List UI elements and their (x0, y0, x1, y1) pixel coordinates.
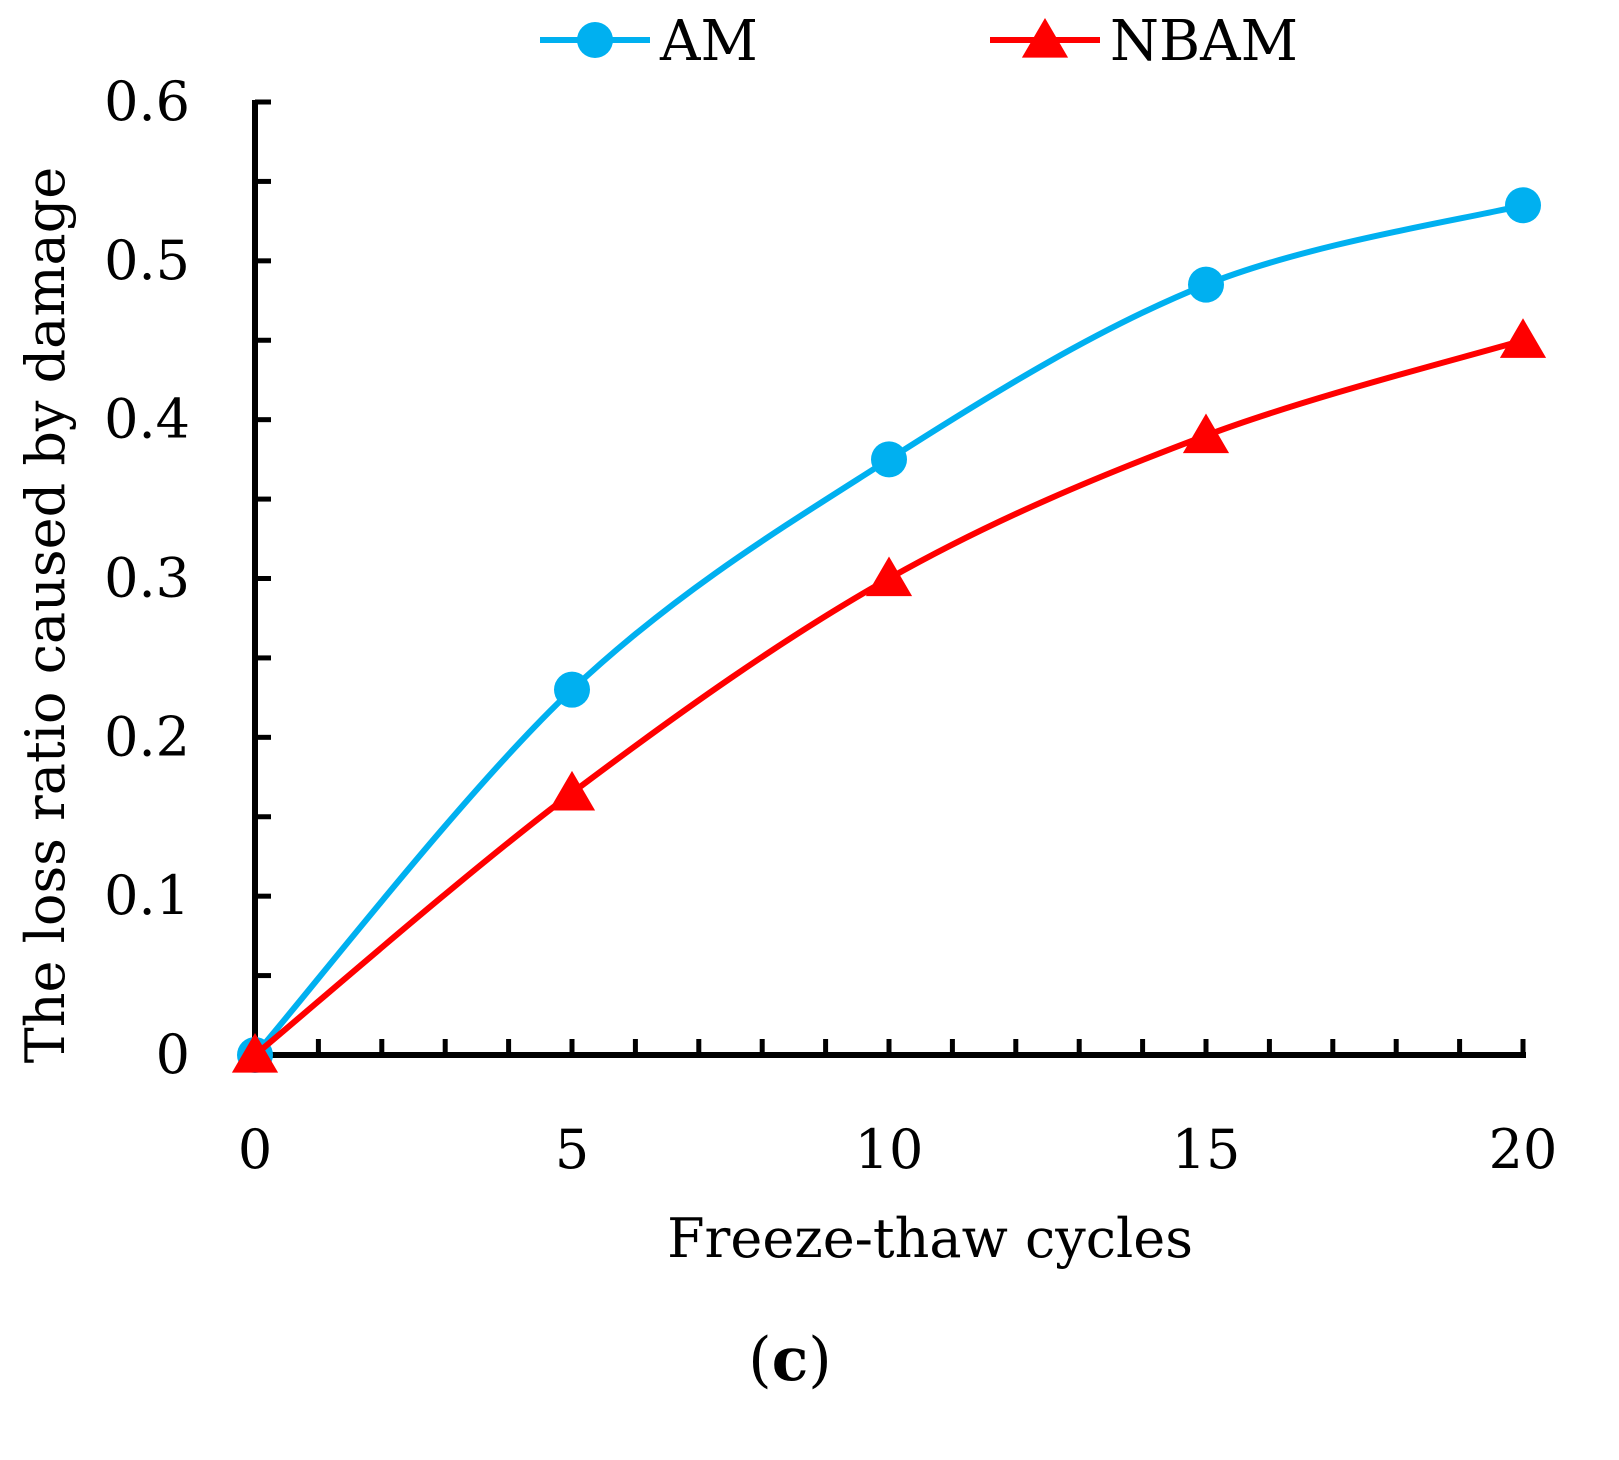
legend-label-nbam: NBAM (1110, 9, 1298, 74)
y-axis-title: The loss ratio caused by damage (14, 167, 77, 1063)
x-tick-label: 5 (555, 1118, 589, 1181)
data-point-nbam (1499, 318, 1547, 358)
data-point-am (554, 671, 590, 708)
y-tick-label: 0 (156, 1023, 190, 1086)
data-point-am (1505, 187, 1541, 224)
legend-marker-nbam (1021, 18, 1069, 58)
panel-label: (c) (748, 1325, 831, 1395)
data-point-nbam (231, 1033, 279, 1073)
y-tick-label: 0.3 (104, 547, 190, 610)
legend: AM NBAM (540, 9, 1298, 74)
axes: 0 0.1 0.2 0.3 0.4 0.5 0.6 0 5 10 15 20 (104, 70, 1557, 1181)
y-tick-label: 0.1 (104, 864, 190, 927)
data-point-am (871, 441, 907, 478)
x-tick-label: 10 (855, 1118, 924, 1181)
x-tick-label: 0 (238, 1118, 272, 1181)
data-point-nbam (1182, 413, 1230, 454)
x-tick-label: 15 (1172, 1118, 1241, 1181)
y-tick-label: 0.4 (104, 388, 190, 451)
y-tick-label: 0.2 (104, 705, 190, 768)
data-point-nbam (865, 556, 913, 597)
x-axis-title: Freeze-thaw cycles (667, 1207, 1193, 1270)
legend-label-am: AM (659, 9, 758, 74)
y-tick-label: 0.6 (104, 70, 190, 133)
panel-label-open: ( (748, 1325, 771, 1395)
data-point-am (1188, 266, 1224, 303)
series-layer (231, 187, 1547, 1073)
series-nbam (231, 318, 1547, 1073)
series-am (237, 187, 1541, 1073)
legend-marker-am (577, 22, 613, 58)
x-tick-label: 20 (1489, 1118, 1558, 1181)
legend-item-nbam: NBAM (990, 9, 1298, 74)
series-line-am (252, 202, 1524, 1057)
panel-label-close: ) (808, 1325, 831, 1395)
data-point-nbam (548, 770, 596, 811)
legend-item-am: AM (540, 9, 758, 74)
y-tick-label: 0.5 (104, 229, 190, 292)
panel-label-letter: c (772, 1325, 809, 1395)
